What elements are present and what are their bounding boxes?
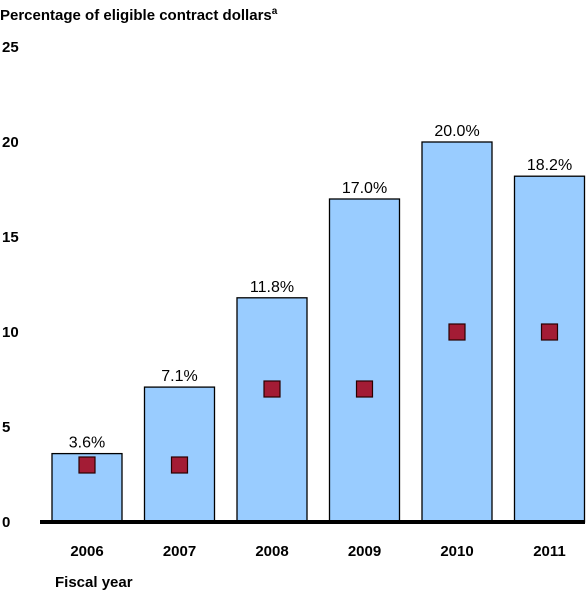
data-label: 17.0% [342, 180, 387, 197]
title-superscript: a [272, 6, 278, 17]
marker-point [540, 323, 559, 341]
x-axis-ticks: 2006 2007 2008 2009 2010 2011 [70, 543, 565, 560]
bar [143, 386, 216, 523]
x-tick-label: 2008 [255, 543, 288, 560]
data-label: 18.2% [527, 157, 572, 174]
x-tick-label: 2006 [70, 543, 103, 560]
x-tick-label: 2011 [533, 543, 566, 560]
x-axis-label: Fiscal year [55, 574, 133, 591]
x-tick-label: 2007 [163, 543, 196, 560]
bar [328, 198, 401, 523]
y-tick-label: 10 [2, 324, 19, 341]
chart-title: Percentage of eligible contract dollarsa [0, 6, 278, 24]
marker-point [263, 380, 281, 398]
x-tick-label: 2010 [440, 543, 473, 560]
bars-group [51, 141, 586, 523]
bar [513, 175, 586, 523]
marker-point [170, 456, 189, 474]
x-tick-label: 2009 [348, 543, 381, 560]
data-label: 7.1% [161, 368, 197, 385]
markers-group [78, 323, 559, 474]
y-tick-label: 0 [2, 514, 10, 531]
data-labels-group: 3.6% 7.1% 11.8% 17.0% 20.0% 18.2% [69, 123, 572, 452]
marker-point [448, 323, 466, 341]
data-label: 20.0% [434, 123, 479, 140]
y-tick-label: 20 [2, 134, 19, 151]
y-tick-label: 15 [2, 229, 19, 246]
marker-point [78, 456, 96, 474]
data-label: 11.8% [250, 279, 294, 296]
y-axis-ticks: 0 5 10 15 20 25 [2, 39, 19, 531]
y-tick-label: 25 [2, 39, 19, 56]
bar [236, 297, 308, 523]
marker-point [355, 380, 374, 398]
data-label: 3.6% [69, 435, 105, 452]
y-tick-label: 5 [2, 419, 10, 436]
